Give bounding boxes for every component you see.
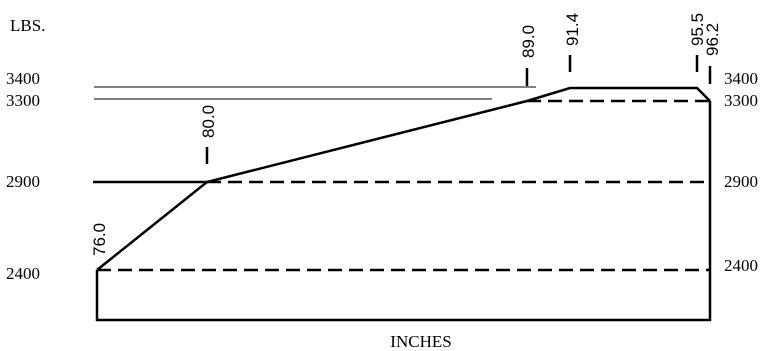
station-label-91-4: 91.4	[563, 13, 582, 46]
right-tick-label-2400: 2400	[724, 256, 758, 275]
station-label-80-0: 80.0	[199, 105, 218, 138]
station-label-76-0: 76.0	[90, 223, 109, 256]
x-axis-label: INCHES	[390, 332, 451, 351]
left-tick-label-2400: 2400	[6, 264, 40, 283]
y-axis-label: LBS.	[10, 16, 45, 35]
station-label-96-2: 96.2	[703, 23, 722, 56]
right-tick-label-2900: 2900	[724, 172, 758, 191]
left-tick-label-2900: 2900	[6, 172, 40, 191]
station-tick-marks	[205, 55, 712, 164]
left-tick-label-3300: 3300	[6, 91, 40, 110]
envelope-base	[95, 101, 712, 322]
station-labels: 76.0 80.0 89.0 91.4 95.596.2	[90, 13, 722, 256]
right-tick-label-3300: 3300	[724, 91, 758, 110]
dashed-level-lines	[97, 99, 710, 272]
station-label-89-0: 89.0	[519, 25, 538, 58]
station-label-95-5: 95.5	[688, 13, 707, 46]
envelope-boundary	[96, 86, 711, 271]
left-tick-label-3400: 3400	[6, 69, 40, 88]
right-tick-label-3400: 3400	[724, 69, 758, 88]
